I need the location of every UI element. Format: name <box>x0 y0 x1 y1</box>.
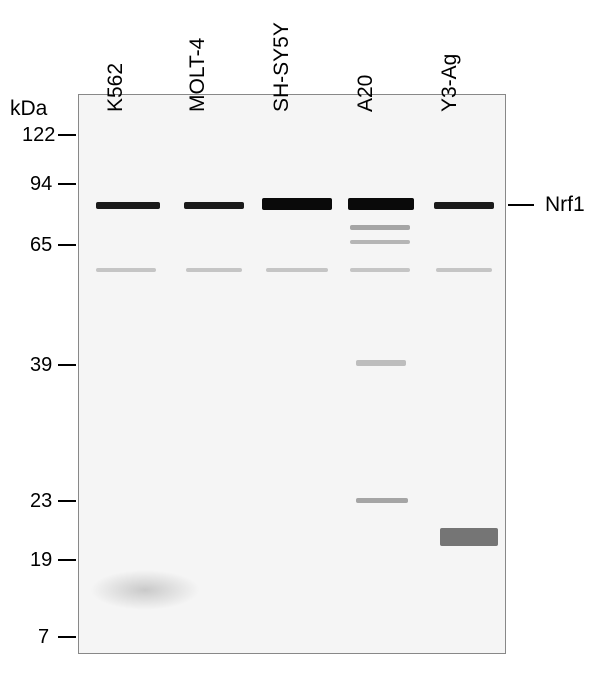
marker-label: 23 <box>30 490 52 513</box>
faint-band <box>266 268 328 272</box>
protein-annotation-tick <box>508 204 534 206</box>
faint-band <box>436 268 492 272</box>
marker-tick <box>58 636 76 638</box>
protein-band <box>184 202 244 209</box>
marker-tick <box>58 559 76 561</box>
protein-band <box>434 202 494 209</box>
protein-annotation-label: Nrf1 <box>545 193 585 217</box>
protein-band <box>348 198 414 210</box>
faint-band <box>96 268 156 272</box>
lane-label: Y3-Ag <box>438 54 462 112</box>
marker-label: 39 <box>30 354 52 377</box>
faint-band <box>356 498 408 503</box>
marker-tick <box>58 500 76 502</box>
protein-band <box>96 202 160 209</box>
marker-label: 7 <box>38 626 49 649</box>
faint-band <box>356 360 406 366</box>
marker-tick <box>58 364 76 366</box>
faint-band <box>186 268 242 272</box>
protein-band <box>262 198 332 210</box>
faint-band <box>350 240 410 244</box>
faint-band <box>350 225 410 230</box>
faint-band <box>350 268 410 272</box>
lane-label: SH-SY5Y <box>270 22 294 112</box>
marker-tick <box>58 183 76 185</box>
lane-label: MOLT-4 <box>186 38 210 112</box>
lane-label: A20 <box>354 75 378 112</box>
kda-header: kDa <box>10 97 47 121</box>
marker-label: 94 <box>30 173 52 196</box>
marker-label: 122 <box>22 124 55 147</box>
faint-band <box>440 528 498 546</box>
marker-tick <box>58 134 76 136</box>
marker-label: 19 <box>30 549 52 572</box>
lane-label: K562 <box>104 63 128 112</box>
marker-label: 65 <box>30 234 52 257</box>
blot-smudge <box>90 570 200 610</box>
marker-tick <box>58 244 76 246</box>
